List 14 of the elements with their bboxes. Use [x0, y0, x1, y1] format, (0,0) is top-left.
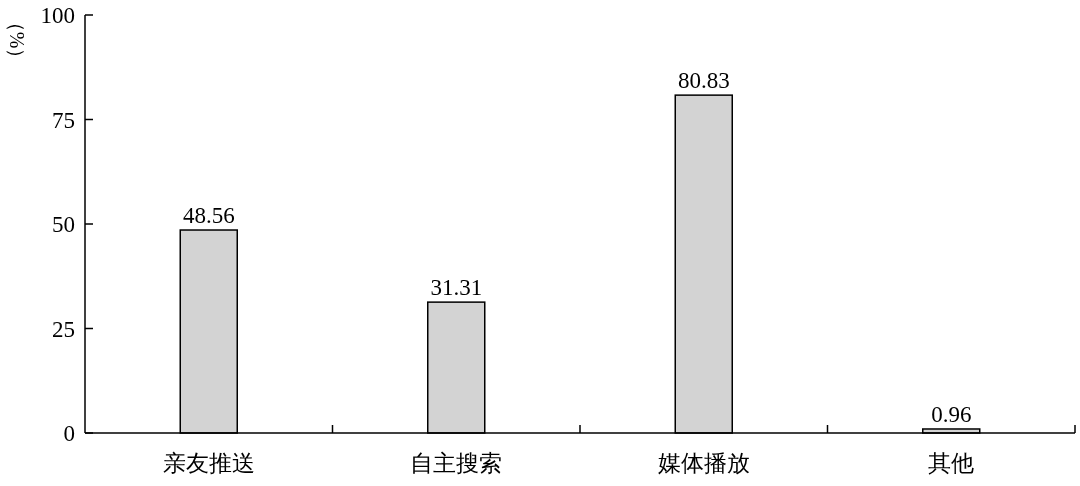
data-label: 31.31: [430, 275, 483, 301]
y-tick-label: 50: [52, 212, 75, 237]
y-axis-title: （%）: [6, 11, 28, 69]
x-tick-label: 自主搜索: [410, 451, 503, 476]
data-label: 48.56: [182, 203, 235, 229]
x-tick-label: 其他: [928, 451, 975, 476]
x-tick-label: 媒体播放: [657, 451, 750, 476]
data-label: 0.96: [931, 401, 972, 427]
y-tick-label: 75: [52, 107, 75, 133]
x-tick-label: 亲友推送: [162, 451, 255, 476]
y-tick-label: 100: [40, 3, 75, 28]
y-tick-label: 0: [63, 421, 75, 446]
y-tick-label: 25: [52, 316, 75, 342]
data-label: 80.83: [677, 68, 730, 94]
